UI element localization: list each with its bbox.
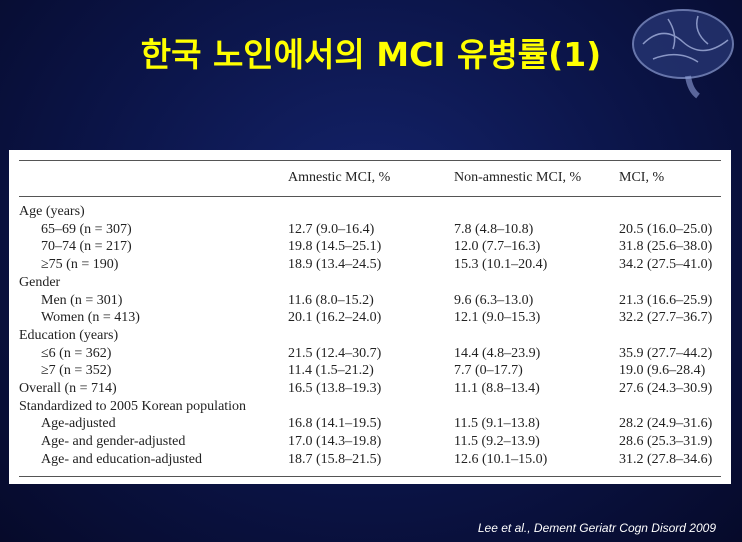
row-heading: Age (years): [19, 204, 85, 219]
table-cell: 11.1 (8.8–13.4): [454, 381, 540, 396]
table-cell: 19.0 (9.6–28.4): [619, 363, 706, 379]
row-label: Age- and gender-adjusted: [41, 434, 186, 450]
row-label: Age- and education-adjusted: [41, 451, 202, 467]
table-cell: 21.5 (12.4–30.7): [288, 345, 382, 361]
table-cell: 11.6 (8.0–15.2): [288, 292, 374, 308]
table-rule: [19, 160, 721, 161]
row-label: ≤6 (n = 362): [41, 345, 112, 361]
slide-title: 한국 노인에서의 MCI 유병률(1): [140, 35, 602, 74]
table-cell: 12.0 (7.7–16.3): [454, 239, 541, 255]
table-rule: [19, 476, 721, 477]
row-heading: Gender: [19, 274, 61, 290]
table-cell: 16.5 (13.8–19.3): [288, 381, 382, 396]
table-cell: 12.7 (9.0–16.4): [288, 221, 375, 237]
table-cell: 12.6 (10.1–15.0): [454, 451, 548, 467]
table-cell: 21.3 (16.6–25.9): [619, 292, 713, 308]
table-cell: 17.0 (14.3–19.8): [288, 434, 382, 450]
table-cell: 19.8 (14.5–25.1): [288, 239, 382, 255]
table-cell: 34.2 (27.5–41.0): [619, 257, 713, 273]
column-header: MCI, %: [619, 170, 665, 185]
table-cell: 18.9 (13.4–24.5): [288, 257, 382, 273]
row-label: Men (n = 301): [41, 292, 123, 308]
table-cell: 11.4 (1.5–21.2): [288, 363, 374, 379]
row-label: 65–69 (n = 307): [41, 221, 132, 237]
table-rule: [19, 196, 721, 197]
table-cell: 16.8 (14.1–19.5): [288, 416, 382, 432]
table-cell: 27.6 (24.3–30.9): [619, 381, 713, 396]
table-cell: 28.6 (25.3–31.9): [619, 434, 713, 450]
table-cell: 20.5 (16.0–25.0): [619, 221, 713, 237]
table-cell: 18.7 (15.8–21.5): [288, 451, 382, 467]
table-cell: 12.1 (9.0–15.3): [454, 310, 541, 326]
row-label: 70–74 (n = 217): [41, 239, 132, 255]
table-cell: 11.5 (9.2–13.9): [454, 434, 540, 450]
citation: Lee et al., Dement Geriatr Cogn Disord 2…: [477, 521, 716, 535]
row-label: ≥7 (n = 352): [41, 363, 112, 379]
brain-icon: [632, 9, 734, 99]
table-cell: 31.8 (25.6–38.0): [619, 239, 713, 255]
row-label: Age-adjusted: [41, 416, 116, 432]
table-cell: 31.2 (27.8–34.6): [619, 451, 713, 467]
table-cell: 15.3 (10.1–20.4): [454, 257, 548, 273]
table-cell: 7.7 (0–17.7): [454, 363, 523, 379]
table-cell: 28.2 (24.9–31.6): [619, 416, 713, 432]
table: Amnestic MCI, % Non-amnestic MCI, % MCI, %…: [9, 150, 731, 484]
row-label: Overall (n = 714): [19, 381, 117, 396]
table-cell: 35.9 (27.7–44.2): [619, 345, 713, 361]
table-cell: 14.4 (4.8–23.9): [454, 345, 541, 361]
column-header: Amnestic MCI, %: [288, 170, 391, 185]
row-label: Women (n = 413): [41, 310, 140, 326]
column-header: Non-amnestic MCI, %: [454, 170, 582, 185]
row-heading: Education (years): [19, 327, 119, 343]
table-cell: 20.1 (16.2–24.0): [288, 310, 382, 326]
table-cell: 32.2 (27.7–36.7): [619, 310, 713, 326]
table-cell: 7.8 (4.8–10.8): [454, 221, 534, 237]
row-label: ≥75 (n = 190): [41, 257, 119, 273]
row-heading: Standardized to 2005 Korean population: [19, 398, 247, 414]
table-cell: 11.5 (9.1–13.8): [454, 416, 540, 432]
table-cell: 9.6 (6.3–13.0): [454, 292, 534, 308]
